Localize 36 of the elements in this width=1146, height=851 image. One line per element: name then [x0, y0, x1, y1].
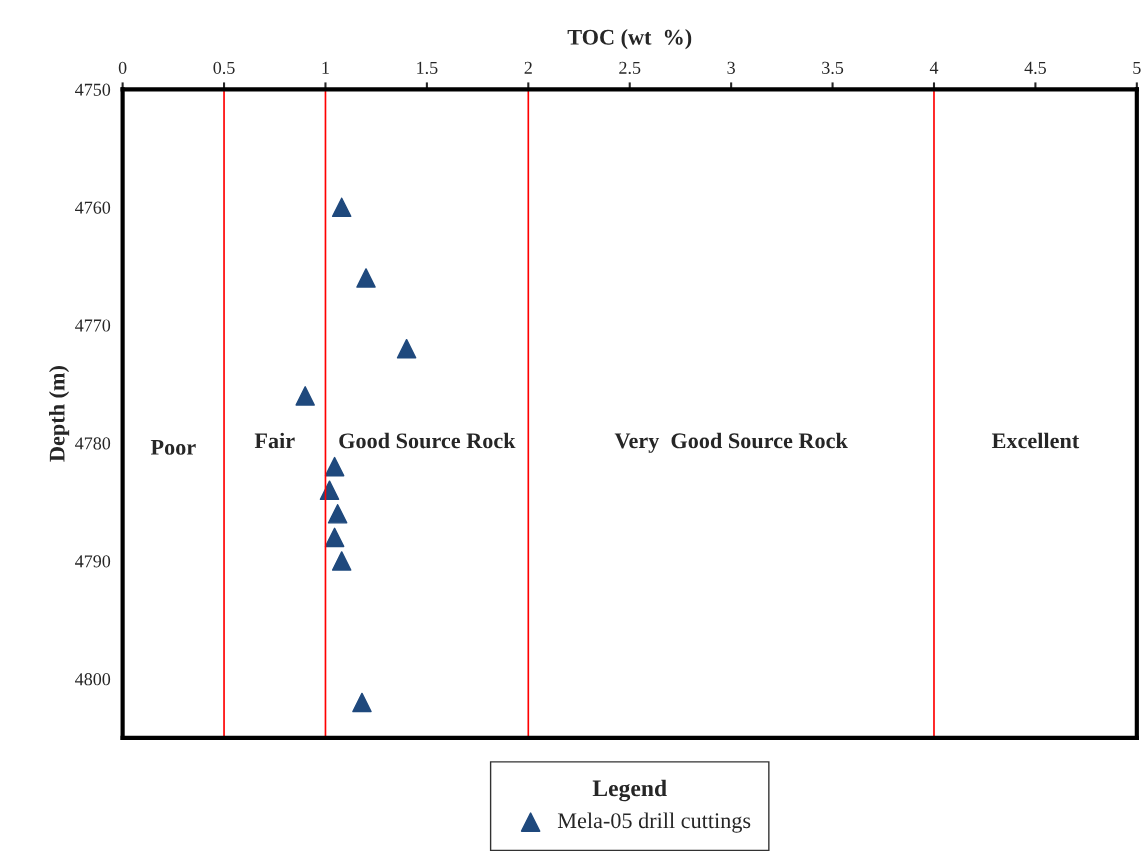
point [327, 504, 348, 524]
y-axis-title: Depth (m) [49, 366, 70, 462]
point [324, 527, 345, 548]
point [331, 197, 352, 218]
x-tick-label: 2 [524, 61, 532, 74]
annotation: Excellent [991, 432, 1080, 449]
x-tick-label: 3 [727, 61, 735, 74]
annotation: Good Source Rock [339, 432, 516, 449]
y-tick-label: 4800 [75, 673, 111, 686]
legend-label: Mela-05 drill cuttings [557, 812, 751, 833]
x-tick-label: 4 [929, 61, 939, 74]
x-tick-label: 0.5 [213, 61, 235, 74]
x-tick-label: 4.5 [1024, 61, 1046, 74]
x-tick-label: 1 [322, 61, 329, 74]
point [356, 268, 376, 288]
x-tick-label: 1.5 [417, 61, 438, 74]
annotation: Very Good Source Rock [614, 432, 848, 453]
annotation: Fair [254, 432, 295, 449]
point [295, 386, 315, 406]
point [352, 692, 372, 713]
point [331, 551, 352, 571]
y-tick-label: 4750 [75, 83, 111, 96]
point [324, 456, 345, 477]
x-tick-label: 3.5 [822, 61, 844, 74]
y-tick-label: 4770 [75, 319, 111, 332]
x-tick-label: 5 [1133, 61, 1141, 74]
legend-title: Legend [592, 779, 667, 802]
y-tick-label: 4790 [75, 555, 111, 568]
annotation: Poor [150, 440, 196, 455]
x-tick-label: 0 [118, 61, 127, 74]
x-tick-label: 2.5 [619, 61, 641, 74]
y-tick-label: 4760 [75, 201, 111, 214]
point [396, 338, 417, 359]
y-tick-label: 4780 [75, 437, 111, 450]
x-axis-title: TOC (wt %) [567, 29, 692, 50]
point [319, 480, 340, 501]
